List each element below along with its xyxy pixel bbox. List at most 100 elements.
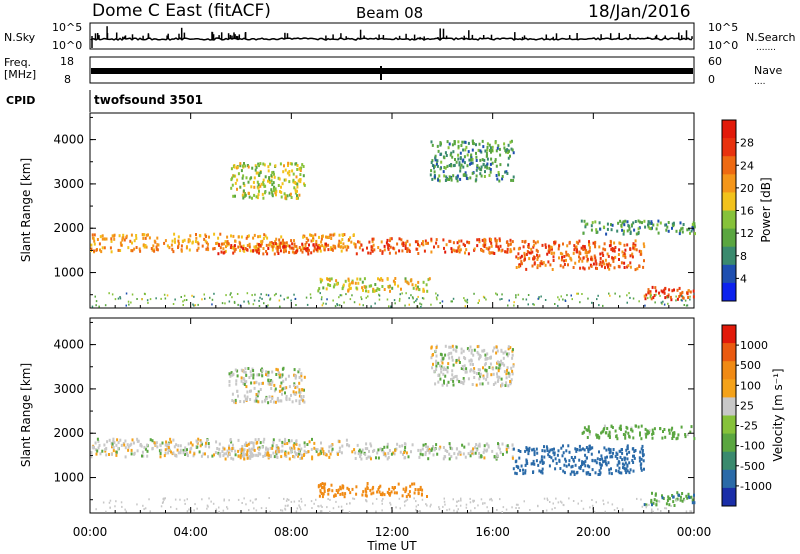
power-echo-cell	[608, 262, 610, 266]
power-echo-cell	[472, 141, 474, 145]
power-echo-cell	[236, 165, 239, 169]
power-echo-cell	[665, 228, 668, 232]
power-echo-cell	[259, 184, 262, 188]
power-ground-cell	[626, 301, 628, 304]
vel-echo-cell	[623, 467, 626, 470]
vel-ground-cell	[438, 508, 441, 510]
power-echo-cell	[329, 246, 332, 250]
vel-ground-cell	[415, 508, 417, 511]
vel-echo-cell	[234, 401, 237, 405]
power-ground-cell	[353, 301, 356, 304]
vel-echo-cell	[583, 448, 586, 452]
vel-echo-cell	[101, 449, 104, 453]
power-echo-cell	[292, 178, 295, 182]
power-echo-cell	[276, 249, 279, 253]
vel-echo-cell	[665, 502, 668, 506]
vel-ground-cell	[210, 500, 212, 503]
power-echo-cell	[345, 248, 348, 252]
power-ground-cell	[401, 292, 403, 295]
power-echo-cell	[528, 257, 531, 261]
vel-echo-cell	[302, 395, 305, 398]
power-echo-cell	[260, 242, 263, 246]
vel-echo-cell	[484, 353, 487, 357]
power-echo-cell	[490, 148, 493, 152]
power-echo-cell	[694, 232, 696, 236]
vel-echo-cell	[661, 494, 663, 498]
vel-echo-cell	[239, 448, 242, 452]
power-echo-cell	[544, 245, 547, 249]
power-echo-cell	[296, 164, 299, 167]
vel-echo-cell	[548, 464, 551, 468]
vel-echo-cell	[651, 432, 654, 436]
vel-ground-cell	[161, 502, 164, 504]
power-echo-cell	[262, 247, 265, 250]
power-echo-cell	[584, 225, 587, 229]
power-echo-cell	[623, 266, 626, 269]
vel-echo-cell	[204, 444, 207, 448]
vel-echo-cell	[257, 452, 260, 455]
power-ground-cell	[91, 305, 94, 308]
power-ground-cell	[650, 294, 652, 297]
vel-echo-cell	[279, 384, 282, 388]
vel-echo-cell	[179, 448, 182, 452]
power-ground-cell	[596, 298, 598, 301]
power-ground-cell	[632, 297, 635, 300]
power-echo-cell	[242, 174, 245, 178]
vel-ground-cell	[455, 504, 458, 507]
power-echo-cell	[561, 252, 564, 256]
vel-echo-cell	[276, 456, 279, 459]
vel-echo-cell	[448, 356, 451, 360]
power-echo-cell	[246, 248, 249, 252]
power-echo-cell	[263, 163, 266, 167]
power-echo-cell	[278, 244, 281, 248]
vel-echo-cell	[616, 456, 619, 460]
vel-echo-cell	[587, 450, 590, 454]
vel-echo-cell	[470, 449, 473, 453]
power-echo-cell	[373, 248, 376, 252]
vel-echo-cell	[127, 448, 130, 452]
power-echo-cell	[481, 139, 484, 143]
vel-echo-cell	[463, 445, 466, 449]
power-echo-cell	[269, 242, 272, 246]
power-colorbar-tick-label: 28	[740, 137, 754, 150]
vel-echo-cell	[323, 485, 326, 489]
vel-echo-cell	[236, 369, 239, 373]
vel-ground-cell	[442, 505, 444, 508]
power-echo-cell	[294, 162, 297, 166]
vel-echo-cell	[461, 365, 464, 368]
power-echo-cell	[503, 142, 506, 146]
vel-ground-cell	[283, 497, 285, 500]
power-echo-cell	[415, 287, 418, 291]
power-echo-cell	[618, 258, 620, 261]
power-echo-cell	[511, 240, 514, 244]
vel-echo-cell	[248, 441, 251, 445]
power-echo-cell	[369, 251, 372, 255]
power-echo-cell	[452, 164, 455, 168]
power-echo-cell	[392, 246, 395, 250]
power-echo-cell	[447, 146, 450, 150]
power-echo-cell	[434, 156, 437, 160]
vel-echo-cell	[293, 446, 296, 450]
power-ground-cell	[149, 298, 152, 301]
vel-echo-cell	[597, 473, 600, 476]
vel-ground-cell	[300, 497, 302, 500]
power-ground-cell	[464, 305, 467, 308]
power-echo-cell	[207, 242, 209, 246]
vel-ground-cell	[319, 510, 322, 513]
vel-echo-cell	[388, 487, 391, 491]
vel-echo-cell	[435, 354, 438, 358]
vel-echo-cell	[596, 435, 599, 439]
vel-echo-cell	[276, 450, 279, 454]
power-ground-cell	[319, 292, 321, 295]
vel-echo-cell	[235, 379, 238, 383]
power-echo-cell	[418, 244, 421, 248]
power-colorbar-swatch	[722, 228, 736, 248]
power-ground-cell	[279, 305, 281, 308]
vel-echo-cell	[338, 450, 341, 453]
power-echo-cell	[460, 144, 463, 147]
power-echo-cell	[504, 170, 507, 174]
power-ground-cell	[114, 298, 117, 301]
power-ground-cell	[644, 304, 646, 307]
vel-echo-cell	[295, 442, 298, 446]
vel-ground-cell	[665, 507, 668, 510]
